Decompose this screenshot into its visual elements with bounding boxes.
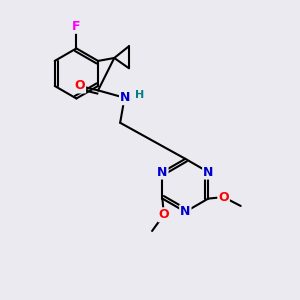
- Text: N: N: [120, 91, 130, 104]
- Text: N: N: [180, 205, 190, 218]
- Text: N: N: [203, 166, 214, 178]
- Text: O: O: [74, 80, 85, 92]
- Text: O: O: [218, 190, 229, 204]
- Text: F: F: [72, 20, 81, 33]
- Text: N: N: [157, 166, 168, 178]
- Text: O: O: [158, 208, 169, 221]
- Text: H: H: [135, 90, 144, 100]
